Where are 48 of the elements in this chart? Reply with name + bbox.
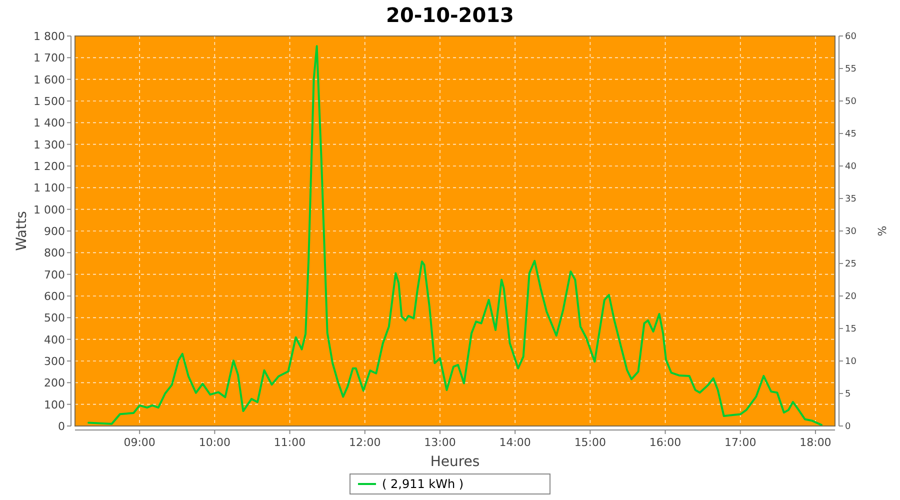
y-tick-label: 1 400 — [34, 116, 65, 130]
x-tick-label: 16:00 — [649, 436, 682, 449]
y-axis-title: Watts — [14, 211, 30, 251]
y2-tick-label: 0 — [845, 422, 851, 432]
y-tick-label: 700 — [44, 268, 65, 282]
y2-tick-label: 50 — [845, 97, 857, 107]
chart-title: 20-10-2013 — [386, 3, 514, 27]
y2-axis-title: % — [875, 226, 888, 236]
x-tick-label: 15:00 — [574, 436, 606, 449]
y-tick-label: 400 — [44, 333, 65, 346]
y-tick-label: 1 000 — [34, 203, 65, 216]
legend-label: ( 2,911 kWh ) — [382, 477, 464, 491]
x-tick-label: 18:00 — [800, 436, 832, 449]
y2-tick-label: 20 — [845, 292, 857, 302]
x-tick-label: 14:00 — [499, 436, 531, 449]
line-series — [88, 45, 822, 426]
x-tick-label: 17:00 — [724, 436, 756, 449]
y-tick-label: 1 800 — [34, 30, 65, 43]
y-tick-label: 1 600 — [34, 73, 65, 86]
y2-tick-label: 15 — [845, 324, 856, 334]
y-tick-label: 0 — [58, 420, 65, 433]
y-tick-label: 1 300 — [34, 138, 65, 152]
y2-tick-label: 5 — [845, 390, 851, 400]
x-tick-label: 10:00 — [198, 436, 231, 449]
y2-tick-label: 40 — [845, 162, 857, 172]
y-tick-label: 100 — [44, 398, 65, 412]
y2-tick-label: 60 — [845, 32, 857, 42]
y-tick-label: 800 — [44, 246, 65, 260]
y-tick-label: 900 — [44, 225, 65, 238]
y2-tick-label: 55 — [845, 64, 856, 74]
y2-tick-label: 30 — [845, 227, 857, 237]
x-tick-label: 09:00 — [124, 436, 156, 449]
x-tick-label: 13:00 — [424, 436, 456, 449]
x-tick-label: 12:00 — [349, 436, 381, 449]
x-tick-label: 11:00 — [274, 436, 306, 449]
y-tick-label: 500 — [44, 312, 65, 325]
x-axis-title: Heures — [430, 454, 480, 470]
y2-tick-label: 45 — [845, 130, 856, 140]
y-tick-label: 600 — [44, 290, 65, 303]
y2-tick-label: 10 — [845, 357, 857, 367]
y-tick-label: 200 — [44, 376, 65, 390]
y-tick-label: 1 700 — [34, 52, 65, 65]
y-tick-label: 1 200 — [34, 160, 65, 173]
y-tick-label: 1 100 — [34, 182, 65, 195]
y2-tick-label: 35 — [845, 194, 856, 204]
y-tick-label: 1 500 — [34, 95, 65, 108]
y-tick-label: 300 — [44, 355, 65, 368]
y2-tick-label: 25 — [845, 260, 856, 270]
